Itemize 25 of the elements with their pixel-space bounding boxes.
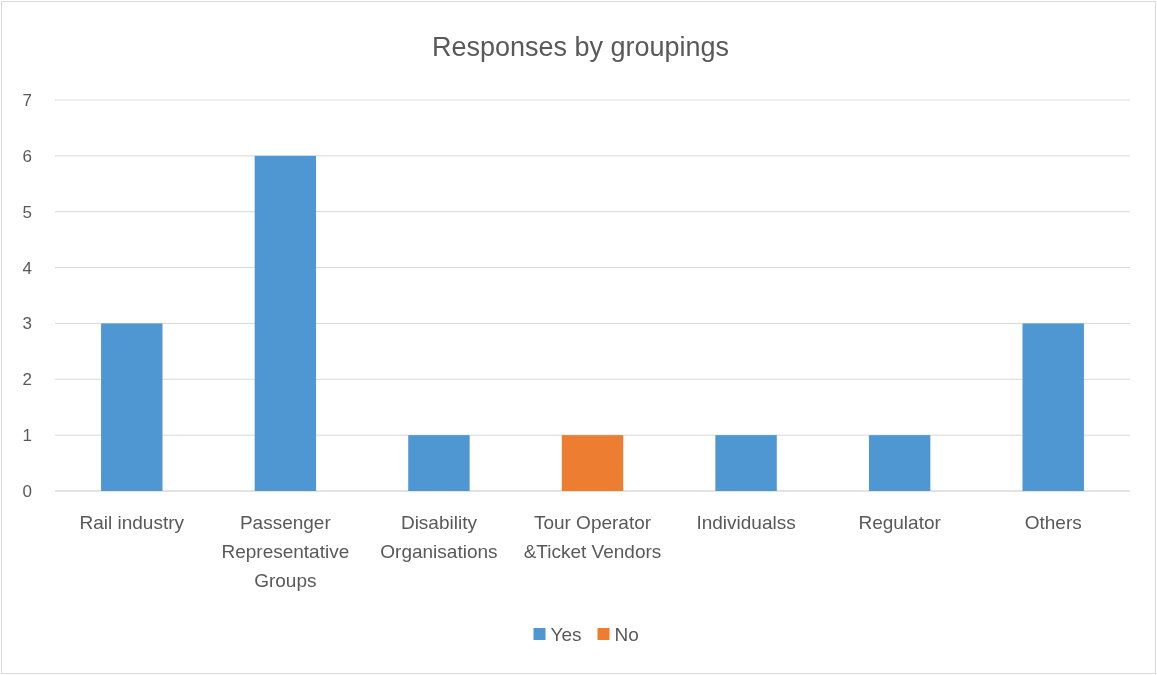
bar [101,323,163,491]
y-tick-label: 5 [22,202,32,222]
y-tick-label: 4 [22,258,32,278]
bar [254,155,317,491]
chart-title: Responses by groupings [431,32,730,62]
x-tick-label: Others [1024,512,1082,533]
x-tick-label: Disability Organisations [380,512,498,562]
x-tick-label: Regulator [858,512,942,533]
y-tick-label: 7 [22,90,32,110]
x-tick-label: Individualss [696,512,796,533]
x-tick-label: Tour Operator &Ticket Vendors [523,512,662,562]
bar [408,435,470,491]
y-tick-label: 1 [22,426,32,446]
y-tick-label: 0 [22,481,32,501]
legend-label: No [614,623,639,645]
x-tick-label: Passenger Representative Groups [221,512,350,591]
bar [1022,323,1084,491]
x-tick-label: Rail industry [79,512,185,533]
bar [868,435,931,491]
y-tick-label: 2 [22,370,32,390]
y-tick-label: 6 [22,146,32,166]
bar [561,435,624,491]
bar [715,435,777,491]
y-tick-label: 3 [22,314,32,334]
legend-label: Yes [550,623,582,645]
